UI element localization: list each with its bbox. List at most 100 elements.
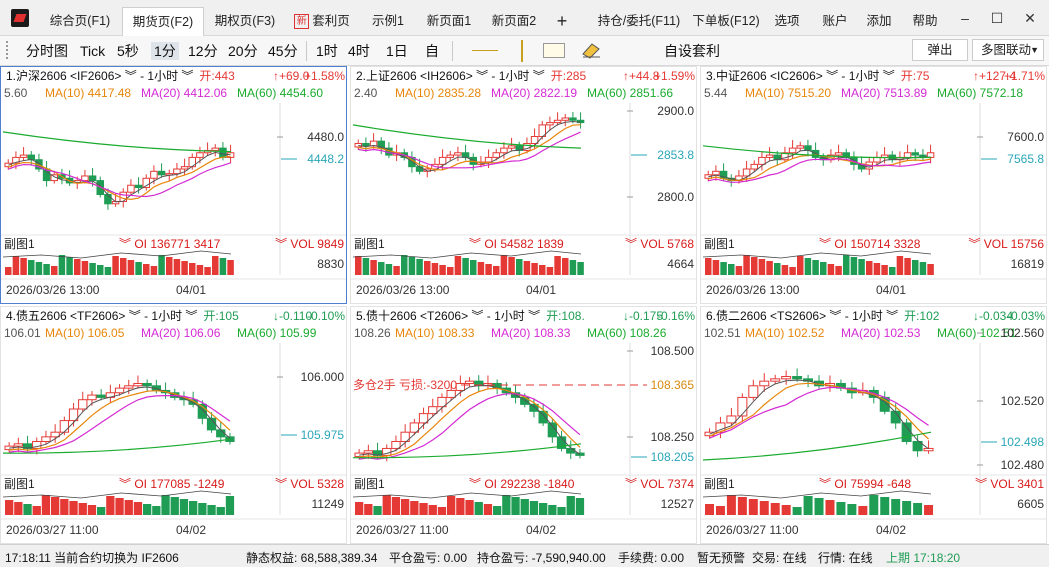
ma10-line bbox=[358, 124, 581, 171]
draw-line-icon[interactable] bbox=[472, 50, 498, 51]
volume-bar bbox=[511, 497, 520, 515]
period-12m[interactable]: 12分 bbox=[188, 43, 218, 59]
eraser-icon[interactable] bbox=[580, 41, 600, 59]
menu-help[interactable]: 帮助 bbox=[912, 14, 938, 28]
popup-button[interactable]: 弹出 bbox=[912, 39, 968, 61]
candle bbox=[400, 431, 410, 442]
chart-panel-3[interactable]: 3.中证2606 <IC2606> ︾ - 1小时 ︾ 开:75 ↑+127.4 +1… bbox=[700, 66, 1047, 304]
tab-new-page-2[interactable]: 新页面2 bbox=[491, 14, 537, 28]
add-tab-button[interactable]: + bbox=[556, 11, 568, 31]
period-1h[interactable]: 1时 bbox=[316, 43, 338, 59]
period-tick[interactable]: Tick bbox=[80, 43, 106, 59]
volume-bar bbox=[539, 265, 546, 275]
change-percent: +1.58% bbox=[304, 69, 345, 83]
x-axis-date-left: 2026/03/27 11:00 bbox=[706, 523, 799, 537]
x-axis-date-right: 04/02 bbox=[176, 523, 206, 537]
tab-futures[interactable]: 期货页(F2) bbox=[122, 7, 204, 36]
volume-bar bbox=[770, 503, 780, 515]
volume-bar bbox=[81, 261, 89, 275]
chart-title: 3.中证2606 <IC2606> ︾ - 1小时 ︾ bbox=[706, 68, 895, 83]
menu-account[interactable]: 账户 bbox=[822, 14, 848, 28]
close-icon[interactable]: ✕ bbox=[1024, 10, 1036, 26]
menu-positions-orders[interactable]: 持仓/委托(F11) bbox=[597, 14, 681, 28]
chart-panel-4[interactable]: 4.债五2606 <TF2606> ︾ - 1小时 ︾ 开:105 ↓-0.110-… bbox=[0, 306, 347, 544]
candle bbox=[446, 389, 456, 398]
volume-bar bbox=[5, 267, 12, 275]
volume-bar bbox=[135, 262, 142, 275]
ma20-line bbox=[9, 395, 231, 453]
volume-bar bbox=[927, 264, 934, 275]
candle bbox=[19, 154, 28, 158]
volume-bar bbox=[566, 496, 575, 515]
chart-canvas[interactable]: 5.债十2606 <T2606> ︾ - 1小时 ︾ 开:108. ↓-0.175-… bbox=[351, 307, 697, 544]
volume-bar bbox=[401, 255, 408, 275]
candle bbox=[50, 431, 60, 438]
chart-panel-5[interactable]: 5.债十2606 <T2606> ︾ - 1小时 ︾ 开:108. ↓-0.175-… bbox=[350, 306, 697, 544]
menu-order-board[interactable]: 下单板(F12) bbox=[692, 14, 760, 28]
chart-canvas[interactable]: 3.中证2606 <IC2606> ︾ - 1小时 ︾ 开:75 ↑+127.4+1… bbox=[701, 67, 1047, 304]
volume-bar bbox=[401, 499, 410, 515]
chart-canvas[interactable]: 4.债五2606 <TF2606> ︾ - 1小时 ︾ 开:105 ↓-0.110-… bbox=[1, 307, 347, 544]
custom-arbitrage[interactable]: 自设套利 bbox=[664, 43, 720, 59]
volume-bar bbox=[797, 256, 804, 275]
ma-lead-value: 5.44 bbox=[704, 86, 728, 100]
volume-value: ︾ VOL 3401 bbox=[975, 477, 1044, 491]
volume-bar bbox=[493, 266, 500, 275]
period-1m[interactable]: 1分 bbox=[151, 42, 179, 60]
candle bbox=[96, 394, 106, 398]
tab-options[interactable]: 期权页(F3) bbox=[214, 14, 276, 28]
tab-arbitrage[interactable]: 新套利页 bbox=[287, 7, 357, 36]
toolbar-divider bbox=[306, 41, 307, 61]
period-1d[interactable]: 1日 bbox=[386, 43, 408, 59]
volume-bar bbox=[150, 266, 158, 275]
candle bbox=[538, 410, 548, 424]
draw-vline-icon[interactable] bbox=[521, 40, 523, 62]
volume-bar bbox=[748, 499, 758, 515]
volume-bar bbox=[858, 259, 865, 275]
volume-bar bbox=[393, 266, 400, 275]
ma10-value: MA(10) 108.33 bbox=[395, 326, 475, 340]
tab-example1[interactable]: 示例1 bbox=[372, 14, 404, 28]
chart-canvas[interactable]: 6.债二2606 <TS2606> ︾ - 1小时 ︾ 开:102 ↓-0.034-… bbox=[701, 307, 1047, 544]
sub-chart-title: 副图1 bbox=[4, 237, 35, 251]
menu-options[interactable]: 选项 bbox=[774, 14, 800, 28]
period-5s[interactable]: 5秒 bbox=[117, 43, 139, 59]
tab-new-page-1[interactable]: 新页面1 bbox=[426, 14, 472, 28]
open-price: 开:102 bbox=[904, 309, 940, 323]
menu-add[interactable]: 添加 bbox=[866, 14, 892, 28]
period-custom[interactable]: 自 bbox=[425, 43, 439, 59]
volume-bar bbox=[439, 265, 446, 275]
period-45m[interactable]: 45分 bbox=[268, 43, 298, 59]
ma60-value: MA(60) 7572.18 bbox=[937, 86, 1023, 100]
candle bbox=[712, 170, 720, 176]
last-price-tag: 105.975 bbox=[301, 428, 345, 442]
volume-value: ︾ VOL 15756 bbox=[968, 237, 1044, 251]
chart-canvas[interactable]: 2.上证2606 <IH2606> ︾ - 1小时 ︾ 开:285 ↑+44.8+1… bbox=[351, 67, 697, 304]
maximize-icon[interactable]: ☐ bbox=[990, 10, 1004, 26]
volume-bar bbox=[493, 506, 502, 515]
alert-status[interactable]: 暂无预警 bbox=[697, 551, 746, 565]
change-percent: +1.59% bbox=[654, 69, 695, 83]
sub-axis-label: 16819 bbox=[1011, 257, 1045, 271]
volume-bar bbox=[35, 262, 43, 275]
candle bbox=[748, 385, 759, 398]
volume-bar bbox=[28, 260, 35, 275]
chart-panel-2[interactable]: 2.上证2606 <IH2606> ︾ - 1小时 ︾ 开:285 ↑+44.8 +1… bbox=[350, 66, 697, 304]
ma20-line bbox=[358, 131, 581, 169]
period-4h[interactable]: 4时 bbox=[348, 43, 370, 59]
multi-chart-link-select[interactable]: 多图联动 ▼ bbox=[972, 39, 1044, 61]
volume-bar bbox=[166, 257, 173, 275]
chart-panel-1[interactable]: 1.沪深2606 <IF2606> ︾ - 1小时 ︾ 开:443 ↑+69.0 +1… bbox=[0, 66, 347, 304]
chart-canvas[interactable]: 1.沪深2606 <IF2606> ︾ - 1小时 ︾ 开:443 ↑+69.0+1… bbox=[1, 67, 347, 304]
chart-panel-6[interactable]: 6.债二2606 <TS2606> ︾ - 1小时 ︾ 开:102 ↓-0.034-… bbox=[700, 306, 1047, 544]
tab-overview[interactable]: 综合页(F1) bbox=[49, 14, 111, 28]
period-timeshare[interactable]: 分时图 bbox=[26, 43, 68, 59]
candle bbox=[428, 406, 438, 415]
candle bbox=[114, 387, 125, 394]
y-axis-label: 2800.0 bbox=[657, 190, 694, 204]
draw-rect-icon[interactable] bbox=[543, 43, 565, 58]
minimize-icon[interactable]: – bbox=[961, 10, 969, 26]
period-20m[interactable]: 20分 bbox=[228, 43, 258, 59]
volume-bar bbox=[104, 267, 112, 275]
volume-bar bbox=[133, 502, 143, 515]
